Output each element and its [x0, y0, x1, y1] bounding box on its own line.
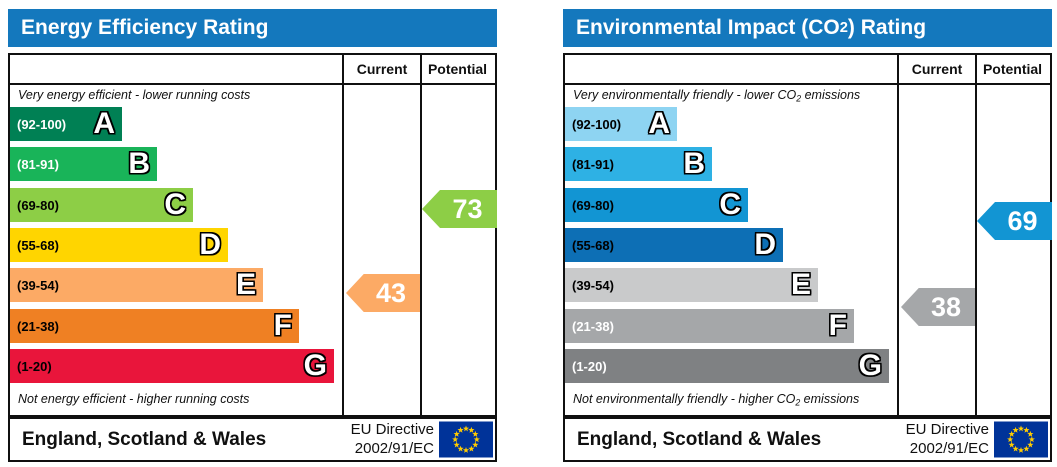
- band-row: (21-38) F: [10, 309, 299, 343]
- band-range-label: (55-68): [17, 237, 59, 253]
- band-letter: B: [128, 147, 150, 180]
- rating-table: Current Potential Very energy efficient …: [8, 53, 497, 417]
- environmental-impact-panel: Environmental Impact (CO 2) Rating Curren…: [563, 9, 1052, 462]
- eu-directive-label: EU Directive 2002/91/EC: [350, 420, 434, 457]
- current-rating-arrow: 43: [346, 274, 420, 312]
- panel-footer: England, Scotland & Wales EU Directive 2…: [8, 417, 497, 462]
- bottom-scale-note: Not energy efficient - higher running co…: [18, 392, 250, 406]
- column-divider: [342, 55, 344, 415]
- band-row: (69-80) C: [565, 188, 748, 222]
- band-range-label: (69-80): [572, 197, 614, 213]
- header-separator: [565, 83, 1050, 85]
- band-row: (1-20) G: [10, 349, 334, 383]
- band-letter: G: [303, 349, 327, 382]
- band-letter: C: [719, 188, 741, 221]
- header-separator: [10, 83, 495, 85]
- band-letter: B: [683, 147, 705, 180]
- current-rating-arrow: 38: [901, 288, 975, 326]
- footer-region-label: England, Scotland & Wales: [22, 428, 267, 450]
- current-rating-value: 43: [375, 277, 407, 308]
- band-row: (69-80) C: [10, 188, 193, 222]
- band-range-label: (92-100): [17, 116, 67, 132]
- band-row: (92-100) A: [10, 107, 122, 141]
- column-divider: [897, 55, 899, 415]
- rating-bands: (92-100) A (81-91) B (69-80) C (55-68) D…: [10, 55, 495, 415]
- rating-bands: (92-100) A (81-91) B (69-80) C (55-68) D…: [565, 55, 1050, 415]
- band-letter: F: [828, 309, 847, 342]
- band-range-label: (1-20): [17, 358, 52, 374]
- top-scale-note: Very environmentally friendly - lower CO…: [573, 88, 861, 104]
- band-letter: D: [754, 228, 776, 261]
- band-row: (39-54) E: [10, 268, 263, 302]
- panel-footer: England, Scotland & Wales EU Directive 2…: [563, 417, 1052, 462]
- band-range-label: (21-38): [17, 318, 59, 334]
- column-header-current: Current: [356, 61, 408, 77]
- band-row: (92-100) A: [565, 107, 677, 141]
- band-row: (55-68) D: [565, 228, 783, 262]
- band-letter: F: [273, 309, 292, 342]
- band-range-label: (69-80): [17, 197, 59, 213]
- column-header-potential: Potential: [427, 61, 488, 77]
- potential-rating-value: 69: [1007, 205, 1038, 236]
- band-letter: G: [858, 349, 882, 382]
- band-letter: A: [648, 107, 670, 140]
- band-row: (39-54) E: [565, 268, 818, 302]
- band-range-label: (81-91): [17, 156, 59, 172]
- band-letter: E: [790, 268, 811, 301]
- band-range-label: (39-54): [17, 277, 59, 293]
- rating-table: Current Potential Very environmentally f…: [563, 53, 1052, 417]
- band-range-label: (92-100): [572, 116, 622, 132]
- panel-title-text: Energy Efficiency Rating: [21, 16, 269, 39]
- band-row: (81-91) B: [565, 147, 712, 181]
- column-divider: [975, 55, 977, 415]
- band-row: (81-91) B: [10, 147, 157, 181]
- current-rating-value: 38: [930, 291, 962, 322]
- panel-title: Environmental Impact (CO 2) Rating: [563, 9, 1052, 47]
- column-header-current: Current: [911, 61, 963, 77]
- panel-title-text-end: ) Rating: [847, 16, 927, 39]
- column-header-potential: Potential: [982, 61, 1043, 77]
- footer-region-label: England, Scotland & Wales: [577, 428, 822, 450]
- band-letter: A: [93, 107, 115, 140]
- bottom-scale-note: Not environmentally friendly - higher CO…: [573, 392, 860, 408]
- band-range-label: (81-91): [572, 156, 614, 172]
- band-letter: D: [199, 228, 221, 261]
- band-row: (1-20) G: [565, 349, 889, 383]
- band-row: (55-68) D: [10, 228, 228, 262]
- band-range-label: (1-20): [572, 358, 607, 374]
- band-row: (21-38) F: [565, 309, 854, 343]
- panel-title-subscript: 2: [839, 20, 848, 36]
- eu-directive-label: EU Directive 2002/91/EC: [905, 420, 989, 457]
- band-range-label: (21-38): [572, 318, 614, 334]
- potential-rating-value: 73: [452, 193, 483, 224]
- potential-rating-arrow: 69: [977, 202, 1052, 240]
- band-range-label: (39-54): [572, 277, 614, 293]
- band-letter: E: [235, 268, 256, 301]
- potential-rating-arrow: 73: [422, 190, 497, 228]
- top-scale-note: Very energy efficient - lower running co…: [18, 88, 251, 102]
- column-divider: [420, 55, 422, 415]
- band-range-label: (55-68): [572, 237, 614, 253]
- panel-title-text: Environmental Impact (CO: [576, 16, 840, 39]
- panel-title: Energy Efficiency Rating: [8, 9, 497, 47]
- eu-flag-icon: [994, 421, 1048, 458]
- band-letter: C: [164, 188, 186, 221]
- energy-efficiency-panel: Energy Efficiency Rating Current Potenti…: [8, 9, 497, 462]
- eu-flag-icon: [439, 421, 493, 458]
